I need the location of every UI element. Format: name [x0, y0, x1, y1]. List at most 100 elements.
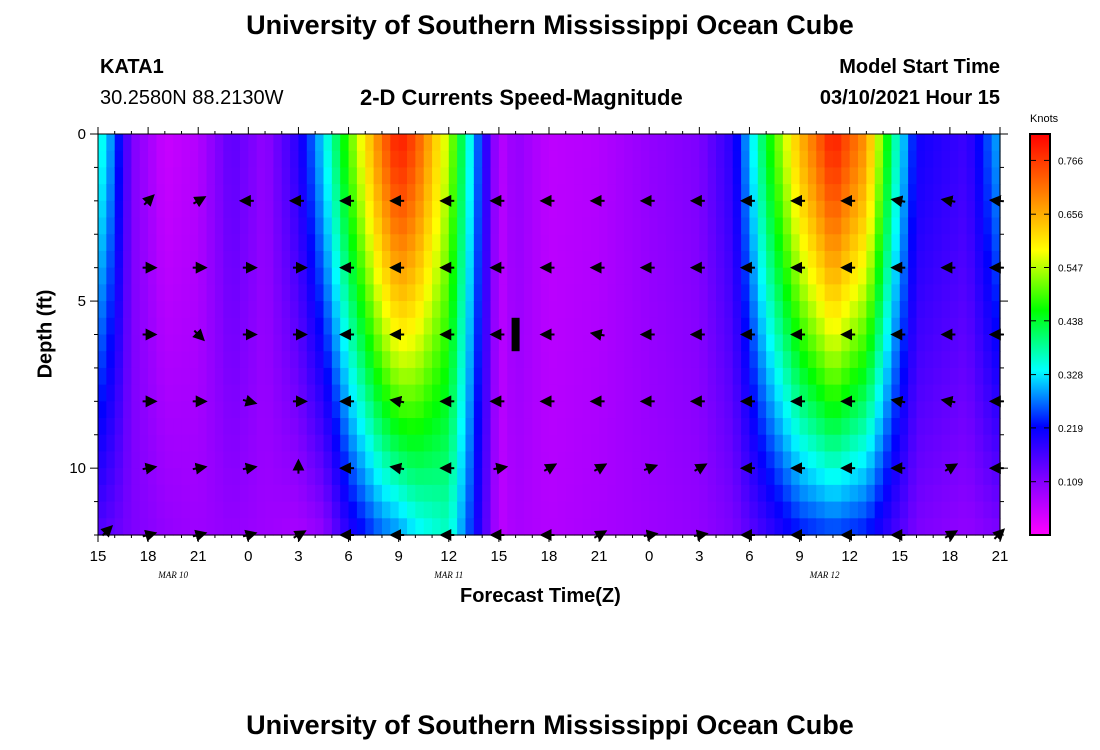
heatmap-cell	[674, 217, 684, 235]
heatmap-cell	[590, 184, 600, 202]
heatmap-cell	[774, 167, 784, 185]
heatmap-cell	[223, 501, 233, 519]
heatmap-cell	[640, 167, 650, 185]
heatmap-cell	[198, 234, 208, 252]
heatmap-cell	[782, 401, 792, 419]
heatmap-cell	[624, 367, 634, 386]
heatmap-cell	[131, 501, 141, 519]
heatmap-cell	[231, 334, 241, 352]
heatmap-cell	[941, 250, 951, 269]
heatmap-cell	[398, 250, 408, 269]
x-tick-label: 6	[745, 548, 753, 565]
heatmap-cell	[407, 501, 416, 519]
heatmap-cell	[657, 501, 667, 519]
heatmap-cell	[214, 134, 224, 152]
heatmap-cell	[991, 384, 1001, 402]
heatmap-cell	[807, 317, 817, 336]
heatmap-cell	[724, 451, 734, 469]
heatmap-cell	[866, 418, 876, 436]
heatmap-cell	[273, 234, 283, 252]
heatmap-cell	[423, 351, 433, 369]
heatmap-cell	[432, 200, 442, 219]
heatmap-cell	[523, 200, 533, 219]
heatmap-cell	[716, 468, 725, 486]
heatmap-cell	[198, 301, 208, 319]
heatmap-cell	[281, 217, 291, 235]
heatmap-cell	[949, 334, 959, 352]
heatmap-cell	[356, 234, 366, 252]
heatmap-cell	[523, 317, 533, 336]
y-axis-label: Depth (ft)	[34, 289, 57, 379]
heatmap-cell	[356, 217, 366, 235]
heatmap-cell	[983, 217, 993, 235]
heatmap-cell	[331, 234, 341, 252]
current-vector-arrow	[242, 462, 258, 475]
heatmap-cell	[298, 200, 308, 219]
heatmap-cell	[415, 284, 425, 302]
heatmap-cell	[223, 134, 233, 152]
heatmap-cell	[807, 401, 817, 419]
heatmap-cell	[657, 418, 667, 436]
heatmap-cell	[356, 317, 366, 336]
heatmap-cell	[682, 334, 692, 352]
heatmap-cell	[883, 367, 893, 386]
heatmap-cell	[624, 267, 634, 285]
heatmap-cell	[473, 401, 483, 419]
heatmap-cell	[624, 200, 634, 219]
heatmap-cell	[615, 200, 625, 219]
heatmap-cell	[473, 317, 483, 336]
heatmap-cell	[214, 351, 224, 369]
heatmap-cell	[465, 468, 475, 486]
heatmap-cell	[423, 150, 433, 169]
heatmap-cell	[498, 451, 508, 469]
heatmap-cell	[198, 401, 208, 419]
heatmap-cell	[924, 418, 934, 436]
heatmap-cell	[816, 484, 826, 503]
heatmap-cell	[273, 334, 283, 352]
heatmap-cell	[181, 418, 191, 436]
heatmap-cell	[690, 501, 700, 519]
heatmap-cell	[156, 134, 166, 152]
heatmap-cell	[523, 234, 533, 252]
heatmap-cell	[498, 367, 508, 386]
heatmap-cell	[298, 334, 308, 352]
heatmap-cell	[649, 167, 659, 185]
heatmap-cell	[849, 484, 859, 503]
heatmap-cell	[699, 451, 709, 469]
heatmap-cell	[690, 234, 700, 252]
heatmap-cell	[757, 267, 767, 285]
heatmap-cell	[114, 384, 124, 402]
heatmap-cell	[599, 284, 609, 302]
heatmap-cell	[482, 384, 492, 402]
heatmap-cell	[607, 418, 617, 436]
heatmap-cell	[732, 434, 742, 453]
heatmap-cell	[490, 468, 500, 486]
colorbar-tick-label: 0.328	[1058, 371, 1083, 382]
heatmap-cell	[373, 334, 383, 352]
heatmap-cell	[482, 401, 492, 419]
heatmap-cell	[699, 284, 709, 302]
heatmap-cell	[732, 384, 742, 402]
heatmap-cell	[649, 484, 659, 503]
heatmap-cell	[974, 468, 984, 486]
heatmap-cell	[933, 167, 943, 185]
heatmap-cell	[256, 134, 266, 152]
heatmap-cell	[741, 217, 751, 235]
heatmap-cell	[565, 267, 575, 285]
heatmap-cell	[891, 184, 901, 202]
heatmap-cell	[749, 150, 759, 169]
heatmap-cell	[306, 367, 316, 386]
heatmap-cell	[699, 351, 709, 369]
heatmap-cell	[565, 167, 575, 185]
heatmap-cell	[239, 434, 249, 453]
heatmap-cell	[273, 167, 283, 185]
heatmap-cell	[766, 167, 776, 185]
heatmap-cell	[757, 134, 767, 152]
heatmap-cell	[774, 518, 784, 536]
heatmap-cell	[724, 134, 734, 152]
heatmap-cell	[682, 267, 692, 285]
heatmap-cell	[574, 250, 584, 269]
heatmap-cell	[565, 401, 575, 419]
heatmap-cell	[390, 150, 400, 169]
heatmap-cell	[599, 401, 609, 419]
